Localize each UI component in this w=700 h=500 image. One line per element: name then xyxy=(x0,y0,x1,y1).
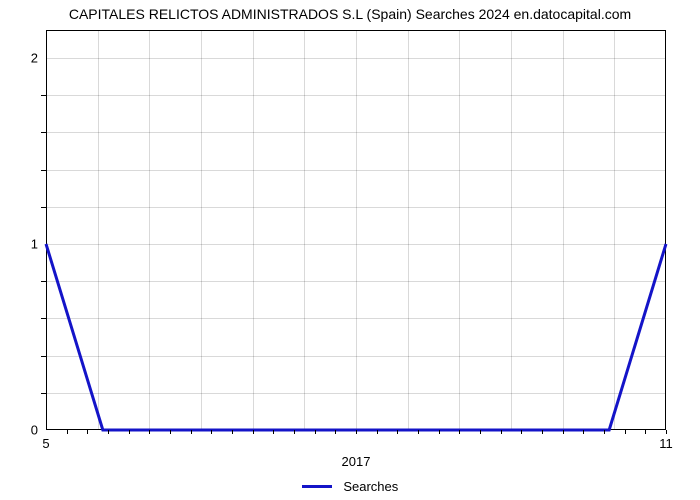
x-tick-minor xyxy=(87,430,88,434)
x-tick-minor xyxy=(439,430,440,434)
x-tick-minor xyxy=(67,430,68,434)
y-tick-minor xyxy=(41,95,46,96)
plot-area: 012 511 2017 xyxy=(46,30,666,430)
x-tick-minor xyxy=(666,430,667,434)
y-tick-label: 2 xyxy=(31,50,46,65)
x-tick-minor xyxy=(315,430,316,434)
x-tick-minor xyxy=(273,430,274,434)
y-tick-label: 1 xyxy=(31,236,46,251)
legend-label: Searches xyxy=(343,479,398,494)
x-tick-minor xyxy=(191,430,192,434)
searches-line-chart: CAPITALES RELICTOS ADMINISTRADOS S.L (Sp… xyxy=(0,0,700,500)
y-tick-minor xyxy=(41,281,46,282)
x-axis-label: 2017 xyxy=(342,430,371,469)
x-tick-minor xyxy=(418,430,419,434)
x-tick-minor xyxy=(645,430,646,434)
x-tick-minor xyxy=(149,430,150,434)
y-tick-minor xyxy=(41,356,46,357)
y-tick-minor xyxy=(41,132,46,133)
x-tick-minor xyxy=(397,430,398,434)
y-tick-minor xyxy=(41,318,46,319)
x-tick-minor xyxy=(625,430,626,434)
series-line xyxy=(46,30,666,430)
x-tick-minor xyxy=(253,430,254,434)
chart-legend: Searches xyxy=(0,478,700,494)
legend-swatch xyxy=(302,485,332,488)
y-tick-minor xyxy=(41,207,46,208)
x-tick-minor xyxy=(108,430,109,434)
x-tick-minor xyxy=(294,430,295,434)
y-tick-minor xyxy=(41,170,46,171)
x-tick-minor xyxy=(211,430,212,434)
x-tick-minor xyxy=(335,430,336,434)
x-tick-minor xyxy=(377,430,378,434)
x-tick-minor xyxy=(129,430,130,434)
x-tick-minor xyxy=(521,430,522,434)
x-tick-label-start: 5 xyxy=(42,430,49,451)
x-tick-minor xyxy=(232,430,233,434)
y-tick-minor xyxy=(41,393,46,394)
x-tick-minor xyxy=(604,430,605,434)
x-tick-minor xyxy=(542,430,543,434)
x-tick-minor xyxy=(501,430,502,434)
x-tick-minor xyxy=(480,430,481,434)
x-tick-minor xyxy=(459,430,460,434)
chart-title: CAPITALES RELICTOS ADMINISTRADOS S.L (Sp… xyxy=(0,6,700,22)
x-tick-minor xyxy=(563,430,564,434)
x-tick-minor xyxy=(170,430,171,434)
x-tick-minor xyxy=(583,430,584,434)
